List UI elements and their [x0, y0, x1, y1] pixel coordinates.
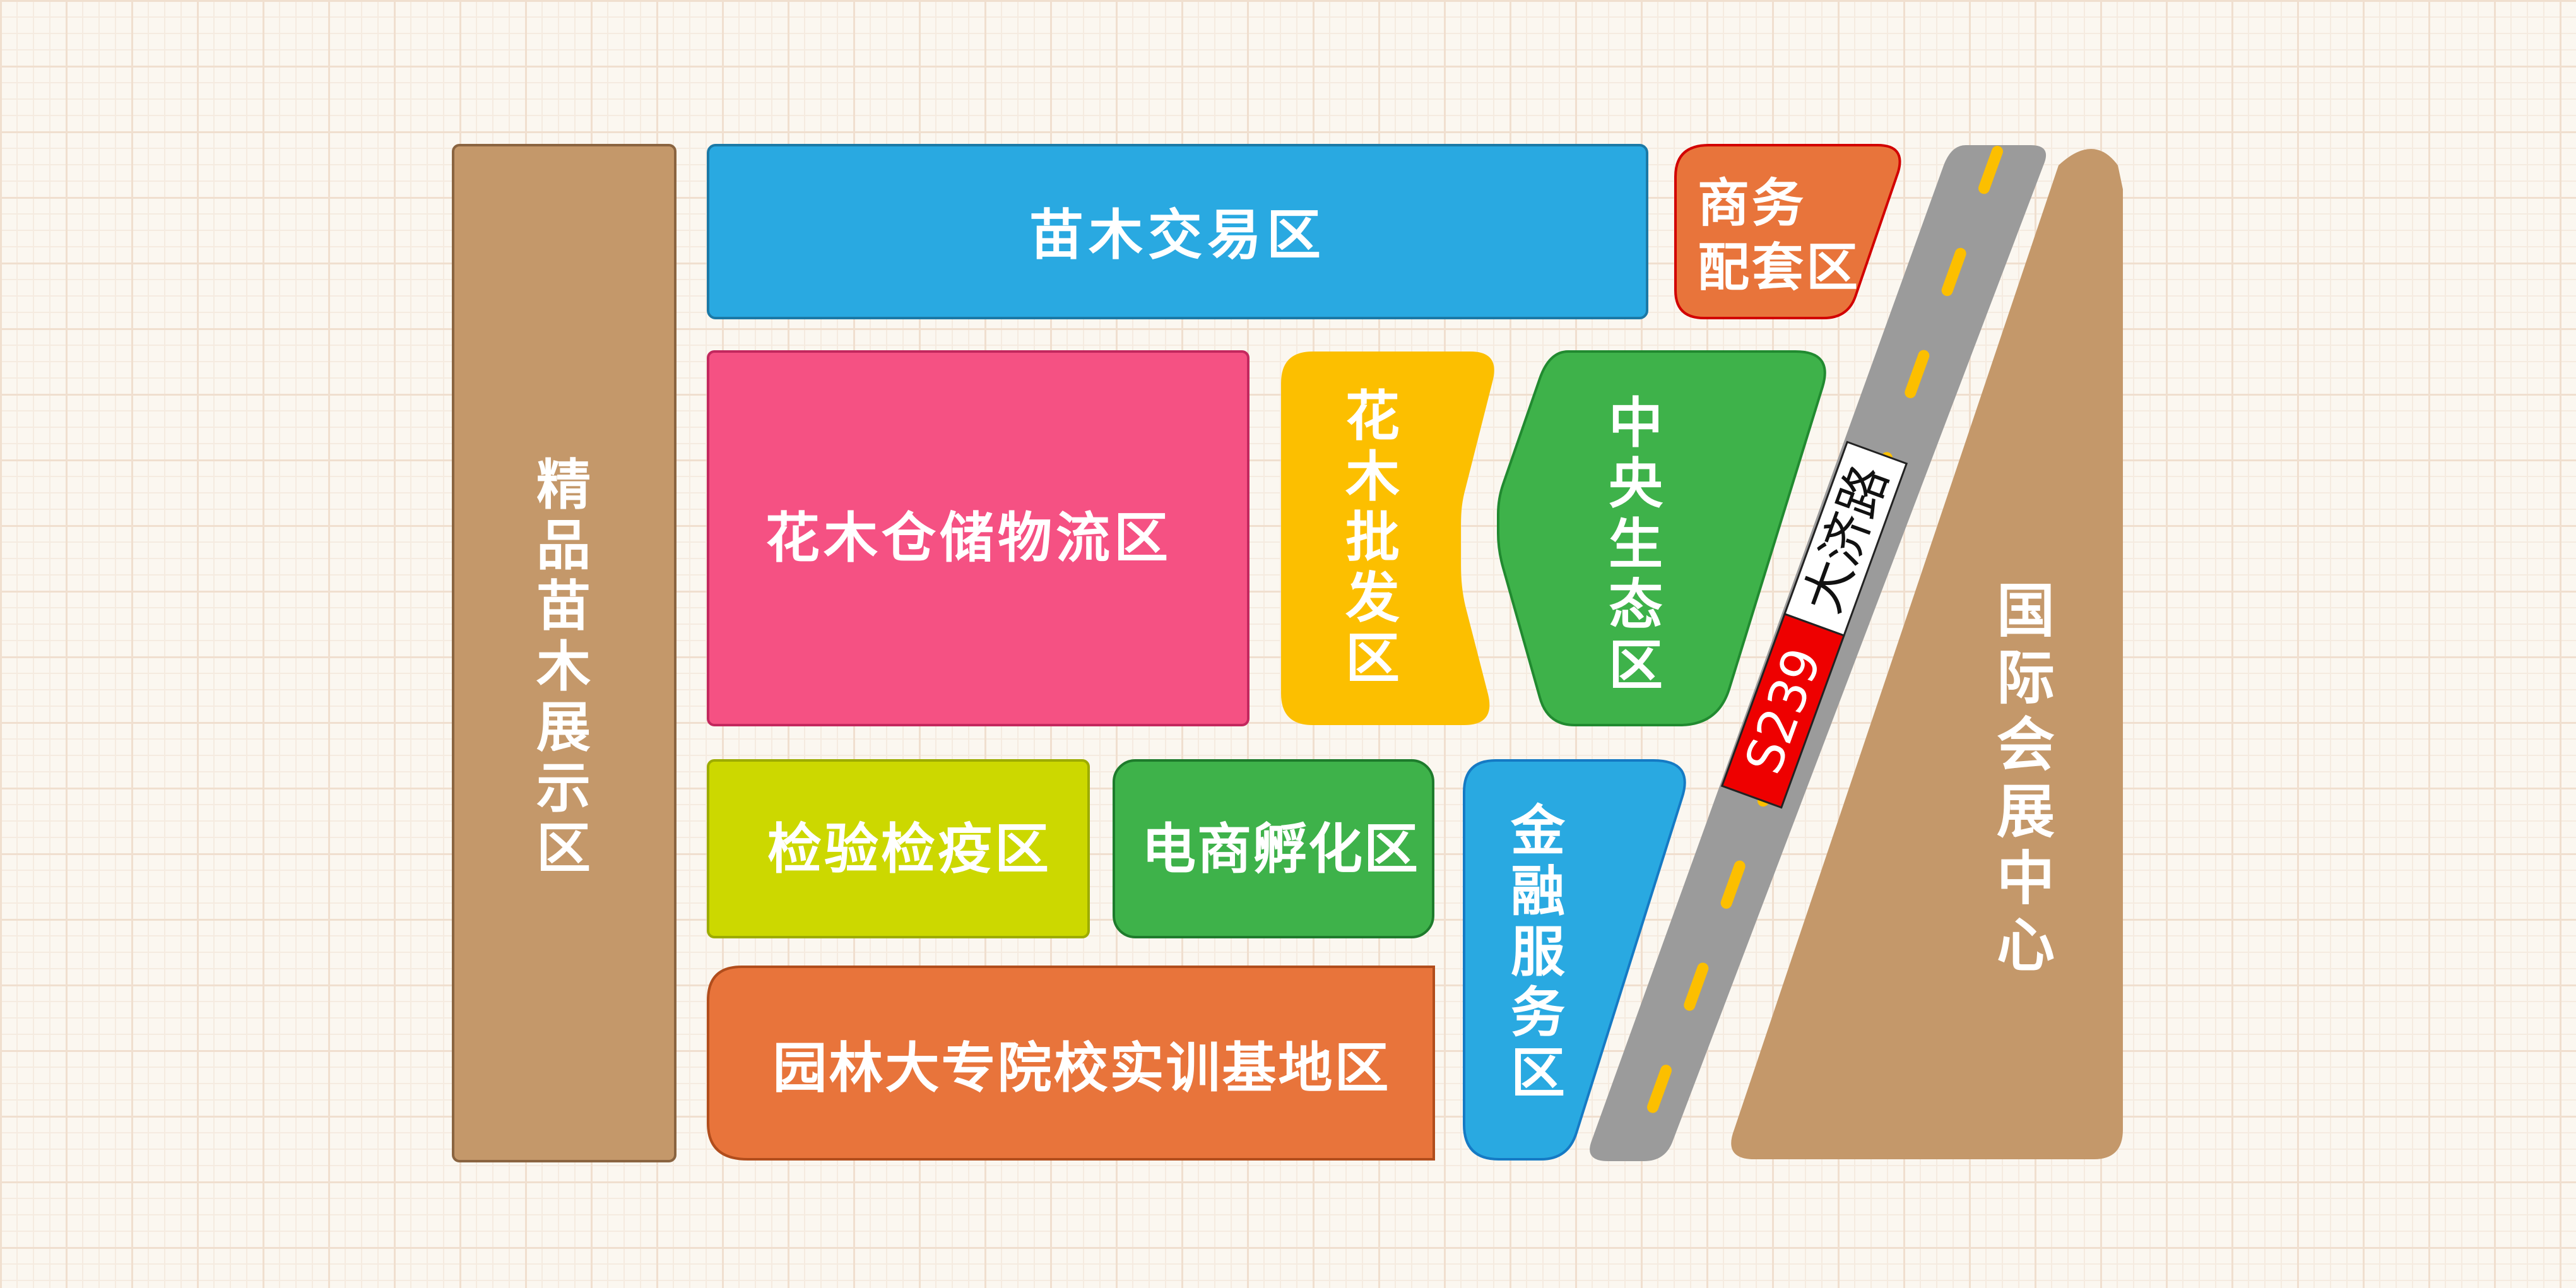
zone-training-base-label: 园林大专院校实训基地区 — [773, 1037, 1391, 1100]
zone-warehouse-logistics-label: 花木仓储物流区 — [765, 507, 1172, 570]
zone-warehouse-logistics-shape — [707, 350, 1250, 726]
zone-business-support-label-line1: 商务 — [1698, 174, 1806, 233]
zone-central-ecology-label: 中央生态区 — [1609, 392, 1663, 697]
zone-convention-center[interactable]: 国际会展中心 — [1731, 149, 2123, 1159]
road-s239: S239 大济路 — [1590, 145, 2047, 1164]
zone-flower-wholesale-label: 花木批发区 — [1345, 385, 1400, 690]
zone-nursery-trading-shape — [707, 144, 1648, 319]
zone-training-base[interactable]: 园林大专院校实训基地区 — [707, 966, 1435, 1161]
zone-inspection-quarantine-label: 检验检疫区 — [767, 818, 1051, 881]
zone-flower-wholesale[interactable]: 花木批发区 — [1281, 352, 1494, 725]
zone-ecommerce-incubation-shape — [1113, 759, 1434, 938]
zone-finance-services-shape — [1463, 759, 1686, 1161]
zone-finance-services[interactable]: 金融服务区 — [1463, 759, 1686, 1161]
road-center-dashes — [1629, 146, 2003, 1164]
zone-inspection-quarantine-shape — [707, 759, 1090, 938]
road-sign-code-plate — [1720, 612, 1845, 809]
zone-business-support[interactable]: 商务 配套区 — [1674, 144, 1901, 319]
zone-inspection-quarantine[interactable]: 检验检疫区 — [707, 759, 1090, 938]
zone-nursery-display-shape — [452, 144, 676, 1162]
zone-ecommerce-incubation-label: 电商孵化区 — [1142, 818, 1419, 881]
zone-nursery-display-label: 精品苗木展示区 — [536, 454, 591, 880]
zone-central-ecology[interactable]: 中央生态区 — [1497, 350, 1826, 726]
zone-ecommerce-incubation[interactable]: 电商孵化区 — [1113, 759, 1434, 938]
zone-business-support-label-line2: 配套区 — [1698, 238, 1860, 298]
zone-finance-services-label: 金融服务区 — [1510, 800, 1566, 1105]
zone-nursery-trading-label: 苗木交易区 — [1029, 204, 1326, 267]
zone-nursery-display[interactable]: 精品苗木展示区 — [452, 144, 676, 1162]
zone-flower-wholesale-shape — [1281, 352, 1494, 725]
zone-business-support-shape — [1674, 144, 1901, 319]
zone-central-ecology-shape — [1497, 350, 1826, 726]
zone-warehouse-logistics[interactable]: 花木仓储物流区 — [707, 350, 1250, 726]
zone-training-base-shape — [707, 966, 1435, 1161]
zone-nursery-trading[interactable]: 苗木交易区 — [707, 144, 1648, 319]
zone-convention-center-shape — [1731, 149, 2123, 1159]
zone-convention-center-label: 国际会展中心 — [1997, 577, 2055, 979]
